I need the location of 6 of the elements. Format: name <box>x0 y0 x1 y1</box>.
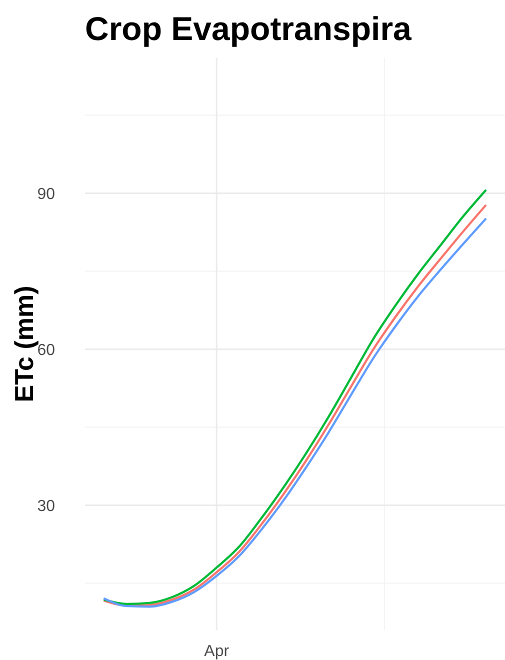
x-tick-label: Apr <box>204 643 230 660</box>
y-tick-label: 90 <box>37 186 56 203</box>
y-tick-label: 30 <box>37 498 56 515</box>
chart-title: Crop Evapotranspira <box>85 10 412 47</box>
y-axis-title: ETc (mm) <box>9 286 39 402</box>
y-tick-label: 60 <box>37 342 56 359</box>
